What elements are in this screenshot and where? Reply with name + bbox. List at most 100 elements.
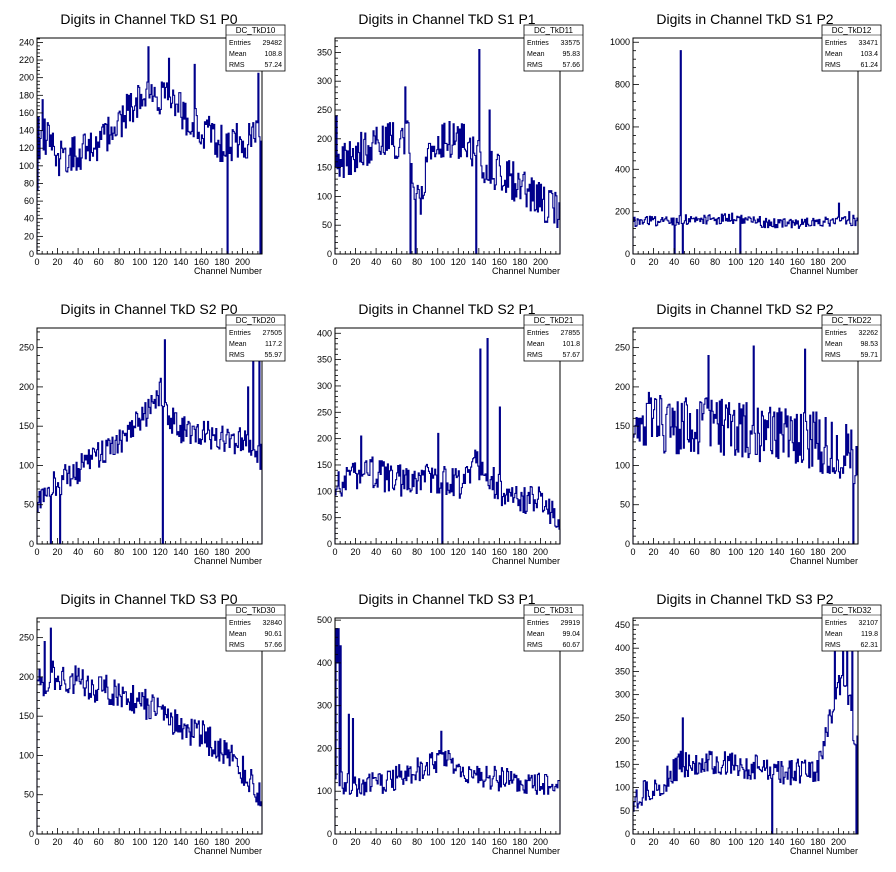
y-tick-label: 0 bbox=[625, 249, 630, 259]
x-tick-label: 120 bbox=[749, 837, 764, 847]
y-tick-label: 200 bbox=[615, 207, 630, 217]
y-tick-label: 60 bbox=[24, 196, 34, 206]
x-tick-label: 200 bbox=[533, 257, 548, 267]
stats-label: RMS bbox=[229, 642, 245, 649]
x-tick-label: 40 bbox=[73, 837, 83, 847]
y-tick-label: 800 bbox=[615, 80, 630, 90]
histogram-pad: Digits in Channel TkD S3 P1 0 20 40 60 80 100 1… bbox=[298, 580, 596, 870]
x-tick-label: 80 bbox=[114, 837, 124, 847]
y-tick-label: 250 bbox=[19, 633, 34, 643]
y-tick-label: 250 bbox=[615, 343, 630, 353]
y-tick-label: 240 bbox=[19, 37, 34, 47]
stats-box bbox=[523, 314, 584, 362]
y-tick-label: 100 bbox=[19, 161, 34, 171]
x-tick-label: 0 bbox=[630, 257, 635, 267]
x-tick-label: 40 bbox=[669, 837, 679, 847]
x-tick-label: 160 bbox=[194, 837, 209, 847]
x-tick-label: 140 bbox=[173, 547, 188, 557]
stats-name: DC_TkD31 bbox=[534, 606, 574, 615]
x-tick-label: 120 bbox=[451, 837, 466, 847]
y-tick-label: 200 bbox=[615, 736, 630, 746]
stats-name: DC_TkD32 bbox=[832, 606, 872, 615]
histogram-pad: Digits in Channel TkD S3 P2 0 20 40 60 80 100 1… bbox=[596, 580, 894, 870]
x-tick-label: 0 bbox=[34, 837, 39, 847]
stats-label: Entries bbox=[229, 330, 251, 337]
x-tick-label: 160 bbox=[790, 547, 805, 557]
x-tick-label: 40 bbox=[371, 547, 381, 557]
y-tick-label: 300 bbox=[317, 381, 332, 391]
stats-value: 60.67 bbox=[562, 642, 580, 649]
x-tick-label: 40 bbox=[669, 257, 679, 267]
x-tick-label: 120 bbox=[153, 257, 168, 267]
x-tick-label: 180 bbox=[512, 837, 527, 847]
y-tick-label: 300 bbox=[615, 690, 630, 700]
x-tick-label: 40 bbox=[73, 257, 83, 267]
y-tick-label: 20 bbox=[24, 231, 34, 241]
x-tick-label: 0 bbox=[630, 837, 635, 847]
plot-frame bbox=[632, 327, 859, 545]
x-tick-label: 80 bbox=[412, 257, 422, 267]
x-tick-label: 100 bbox=[430, 837, 445, 847]
y-tick-label: 80 bbox=[24, 178, 34, 188]
x-tick-label: 140 bbox=[769, 257, 784, 267]
stats-box bbox=[523, 604, 584, 652]
y-tick-label: 350 bbox=[317, 47, 332, 57]
histogram-svg: Digits in Channel TkD S2 P1 0 20 40 60 80 100 1… bbox=[317, 301, 584, 566]
stats-label: Entries bbox=[229, 620, 251, 627]
plot-frame bbox=[632, 37, 859, 255]
stats-label: Entries bbox=[825, 40, 847, 47]
x-tick-label: 180 bbox=[214, 257, 229, 267]
stats-label: Entries bbox=[229, 40, 251, 47]
x-tick-label: 140 bbox=[471, 257, 486, 267]
stats-value: 57.66 bbox=[264, 642, 282, 649]
x-tick-label: 20 bbox=[351, 837, 361, 847]
x-tick-label: 100 bbox=[430, 257, 445, 267]
histogram-svg: Digits in Channel TkD S3 P0 0 20 40 60 80 100 1… bbox=[19, 591, 286, 856]
x-axis-label: Channel Number bbox=[194, 266, 262, 276]
histogram-svg: Digits in Channel TkD S1 P2 0 20 40 60 80 100 1… bbox=[610, 11, 882, 276]
x-tick-label: 180 bbox=[214, 547, 229, 557]
histogram-svg: Digits in Channel TkD S3 P2 0 20 40 60 80 100 1… bbox=[615, 591, 882, 856]
stats-value: 57.24 bbox=[264, 62, 282, 69]
stats-value: 99.04 bbox=[562, 631, 580, 638]
y-tick-label: 180 bbox=[19, 90, 34, 100]
plot-frame bbox=[334, 327, 561, 545]
histogram-title: Digits in Channel TkD S3 P1 bbox=[358, 591, 535, 607]
stats-value: 33575 bbox=[561, 40, 581, 47]
y-tick-label: 200 bbox=[317, 134, 332, 144]
y-tick-label: 100 bbox=[615, 460, 630, 470]
x-tick-label: 120 bbox=[451, 547, 466, 557]
histogram-pad: Digits in Channel TkD S2 P0 0 20 40 60 80 100 1… bbox=[0, 290, 298, 580]
y-tick-label: 100 bbox=[317, 191, 332, 201]
stats-label: RMS bbox=[527, 352, 543, 359]
x-tick-label: 180 bbox=[810, 257, 825, 267]
histogram-title: Digits in Channel TkD S2 P1 bbox=[358, 301, 535, 317]
stats-value: 95.83 bbox=[562, 51, 580, 58]
x-tick-label: 60 bbox=[94, 837, 104, 847]
y-tick-label: 250 bbox=[19, 343, 34, 353]
stats-box bbox=[821, 24, 882, 72]
x-axis-label: Channel Number bbox=[790, 846, 858, 856]
x-axis-label: Channel Number bbox=[492, 266, 560, 276]
x-tick-label: 80 bbox=[710, 547, 720, 557]
x-tick-label: 100 bbox=[132, 547, 147, 557]
histogram-line bbox=[334, 337, 561, 545]
y-tick-label: 600 bbox=[615, 122, 630, 132]
x-tick-label: 160 bbox=[492, 547, 507, 557]
y-tick-label: 150 bbox=[317, 163, 332, 173]
x-tick-label: 120 bbox=[749, 547, 764, 557]
y-tick-label: 100 bbox=[19, 460, 34, 470]
histogram-svg: Digits in Channel TkD S2 P2 0 20 40 60 80 100 1… bbox=[615, 301, 882, 566]
stats-value: 117.2 bbox=[265, 341, 282, 348]
y-tick-label: 1000 bbox=[610, 37, 630, 47]
y-tick-label: 200 bbox=[19, 382, 34, 392]
y-tick-label: 300 bbox=[317, 701, 332, 711]
x-tick-label: 20 bbox=[53, 837, 63, 847]
y-tick-label: 250 bbox=[317, 407, 332, 417]
histogram-pad: Digits in Channel TkD S2 P2 0 20 40 60 80 100 1… bbox=[596, 290, 894, 580]
y-tick-label: 400 bbox=[317, 658, 332, 668]
x-tick-label: 0 bbox=[34, 547, 39, 557]
x-tick-label: 160 bbox=[194, 257, 209, 267]
x-tick-label: 0 bbox=[630, 547, 635, 557]
y-tick-label: 50 bbox=[322, 220, 332, 230]
